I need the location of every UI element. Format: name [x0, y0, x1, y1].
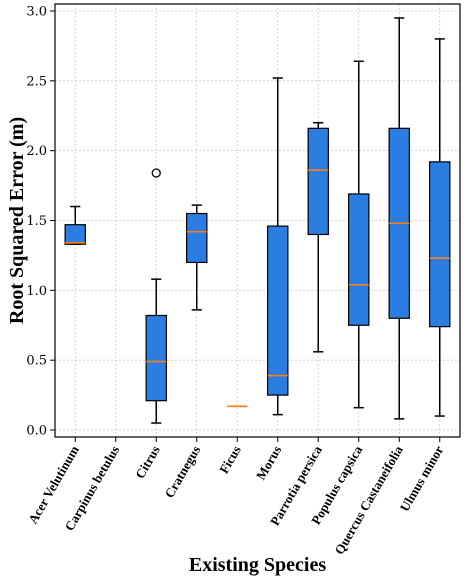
box-morus	[267, 77, 289, 416]
box-iqr	[348, 193, 370, 326]
box-series	[64, 17, 451, 424]
box-iqr	[64, 224, 86, 245]
y-tick-label: 0.0	[26, 424, 47, 439]
box-cratnegus	[186, 204, 208, 311]
box-iqr	[429, 161, 451, 328]
y-tick-label: 2.0	[26, 144, 47, 159]
box-ulmus-minor	[429, 38, 451, 417]
outlier-point	[151, 168, 161, 178]
box-citrus	[145, 168, 167, 424]
box-iqr	[267, 225, 289, 396]
y-tick-label: 3.0	[26, 4, 47, 19]
y-axis-title: Root Squared Error (m)	[6, 117, 28, 324]
y-tick-label: 0.5	[26, 354, 47, 369]
box-parrotia-persica	[307, 121, 329, 353]
box-quercus-castaneifolia	[388, 17, 410, 420]
box-acer-velutinum	[64, 205, 86, 245]
box-iqr	[145, 314, 167, 402]
y-tick-label: 1.5	[26, 214, 47, 229]
box-iqr	[186, 212, 208, 264]
box-iqr	[307, 127, 329, 236]
y-axis: 0.0 0.5 1.0 1.5 2.0 2.5 3.0	[26, 4, 55, 439]
y-tick-label: 2.5	[26, 74, 47, 89]
x-axis-title: Existing Species	[189, 554, 326, 576]
y-tick-label: 1.0	[26, 284, 47, 299]
box-populus-capsica	[348, 60, 370, 409]
